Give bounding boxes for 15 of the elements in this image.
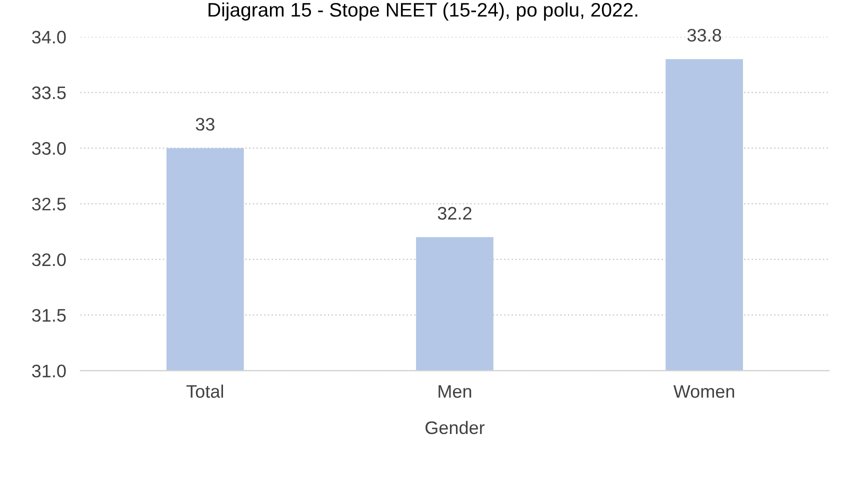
y-tick-label: 32.5 bbox=[32, 198, 66, 210]
chart-title: Dijagram 15 - Stope NEET (15-24), po polu, 2022. bbox=[208, 2, 638, 21]
x-tick-label: Women bbox=[673, 385, 734, 398]
data-label: 33.8 bbox=[687, 28, 722, 42]
y-tick-label: 31.5 bbox=[32, 308, 66, 322]
y-tick-label: 33.0 bbox=[32, 142, 66, 155]
x-tick-label: Total bbox=[186, 384, 224, 398]
data-label: 32.2 bbox=[438, 206, 472, 220]
y-tick-label: 33.5 bbox=[32, 86, 66, 100]
x-axis-title: Gender bbox=[426, 420, 485, 434]
y-tick-label: 31.0 bbox=[32, 364, 66, 378]
y-tick-label: 34.0 bbox=[32, 30, 66, 44]
x-tick-label: Men bbox=[438, 385, 472, 398]
data-label: 33 bbox=[196, 118, 214, 131]
y-tick-label: 32.0 bbox=[32, 253, 66, 266]
